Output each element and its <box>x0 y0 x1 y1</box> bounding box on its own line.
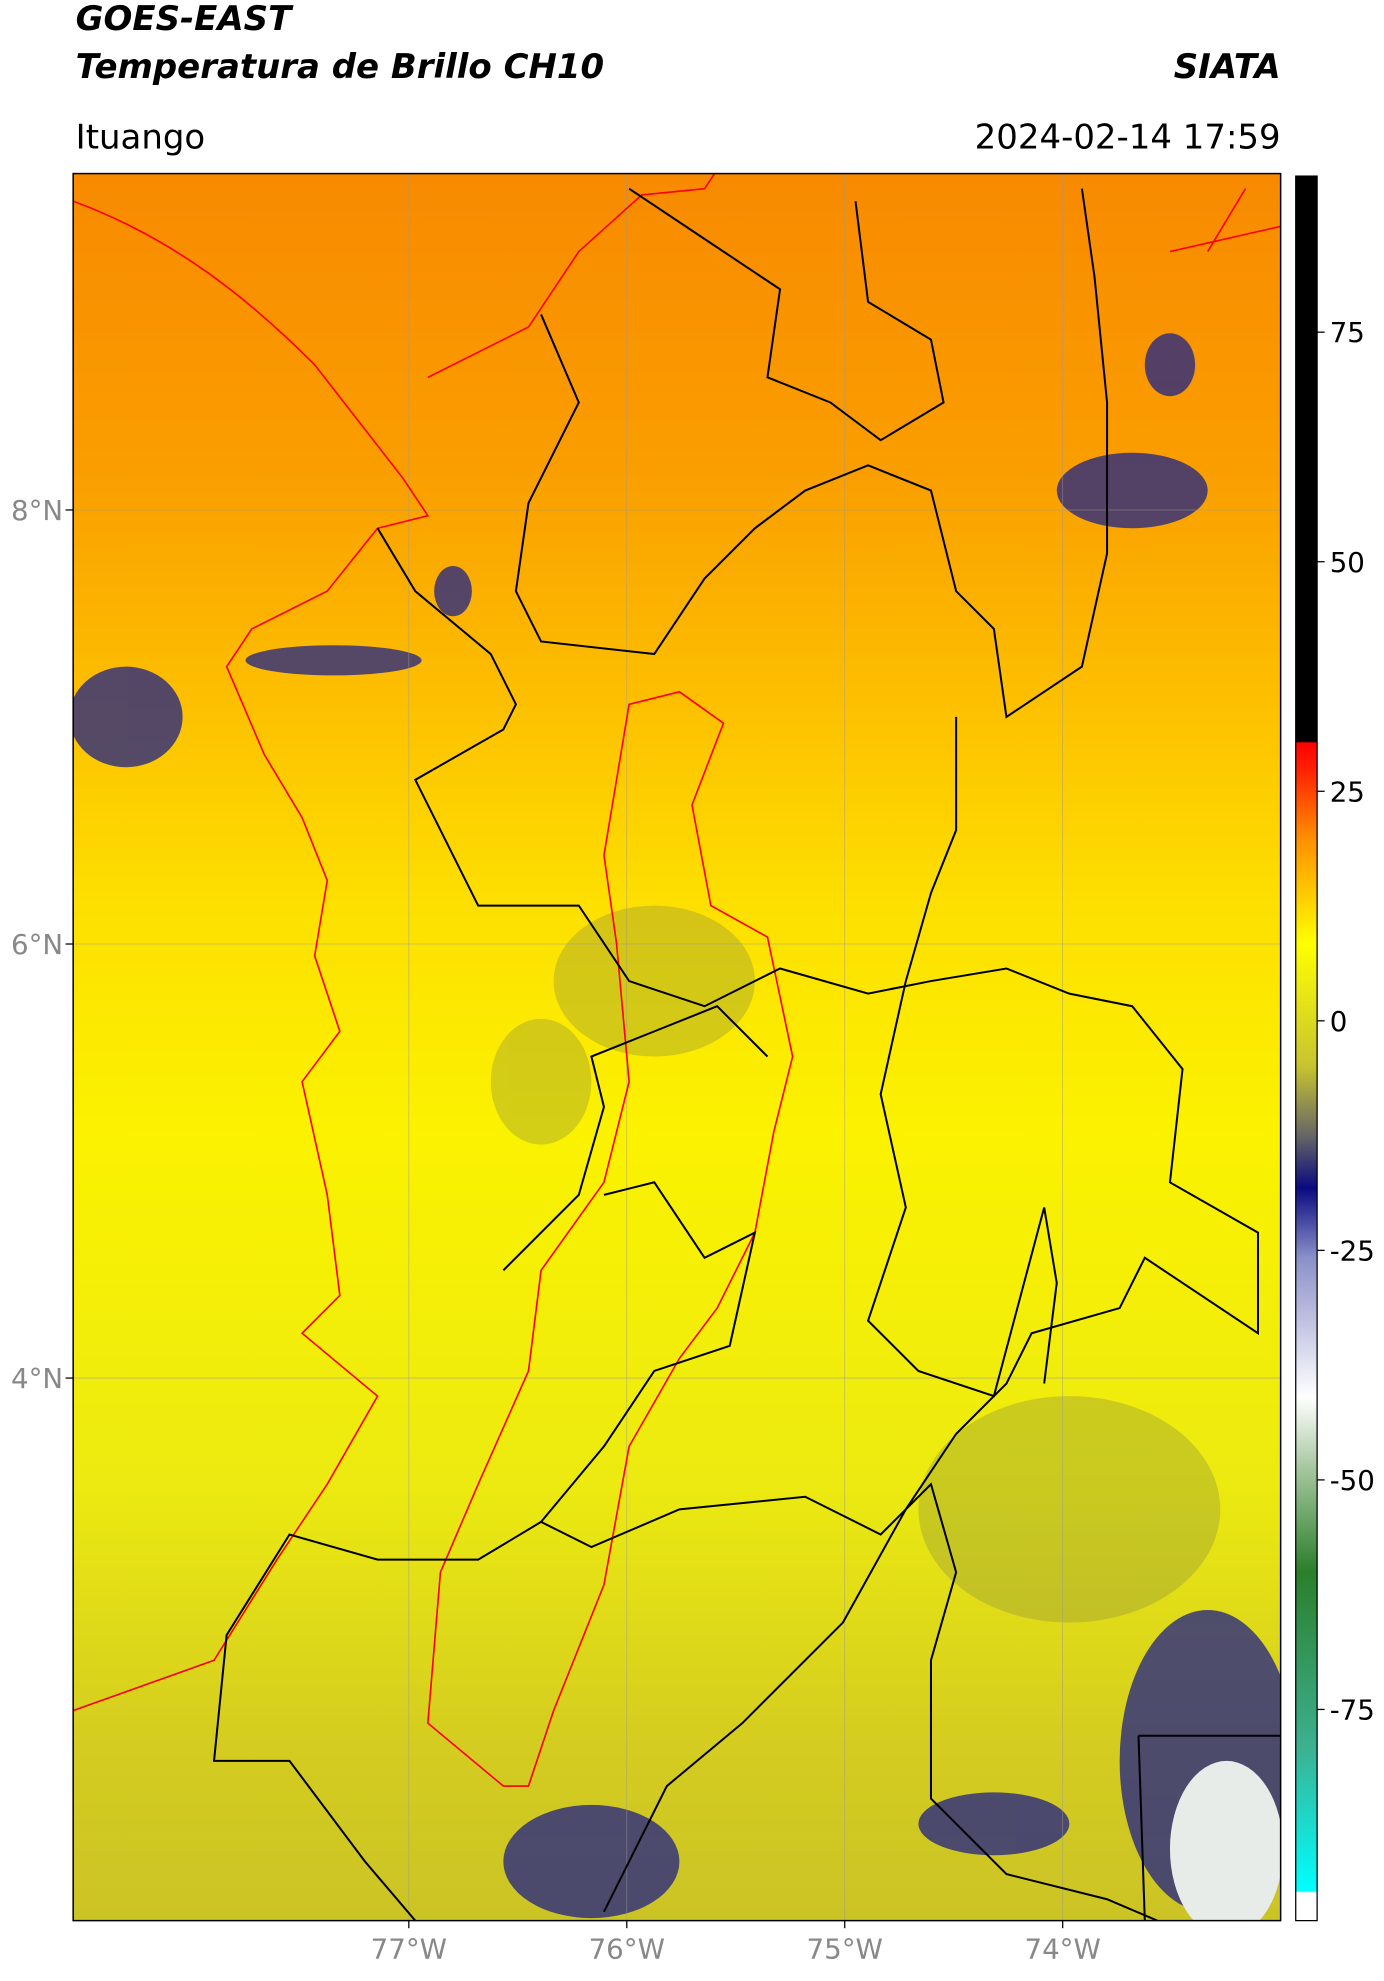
title: GOES-EAST <box>76 0 294 39</box>
very-cold-core <box>1169 1760 1281 1921</box>
x-tick-label: 76°W <box>589 1932 665 1965</box>
map-area <box>73 173 1281 1921</box>
datetime: 2024-02-14 17:59 <box>975 117 1281 157</box>
location: Ituango <box>76 117 206 157</box>
colorbar-tick-label: -25 <box>1330 1234 1375 1267</box>
axes: 77°W 76°W 75°W 74°W 8°N 6°N 4°N <box>11 494 1101 1965</box>
y-tick-label: 4°N <box>11 1362 63 1395</box>
colorbar-tick-label: 50 <box>1330 546 1365 579</box>
y-tick-label: 8°N <box>11 494 63 527</box>
source: SIATA <box>1174 47 1281 87</box>
x-tick-label: 77°W <box>371 1932 447 1965</box>
map-frame <box>72 172 1282 1922</box>
colorbar-tick-label: 75 <box>1330 316 1365 349</box>
colorbar-axis: 75 50 25 0 -25 -50 -75 <box>1317 316 1375 1727</box>
y-tick-label: 6°N <box>11 928 63 961</box>
colorbar-tick-label: 0 <box>1330 1005 1348 1038</box>
colorbar-tick-label: -50 <box>1330 1464 1375 1497</box>
colorbar-tick-label: 25 <box>1330 775 1365 808</box>
x-tick-label: 75°W <box>807 1932 883 1965</box>
x-tick-label: 74°W <box>1024 1932 1100 1965</box>
subtitle: Temperatura de Brillo CH10 <box>76 47 604 87</box>
colorbar <box>1295 175 1318 1922</box>
cold-clouds <box>73 333 1281 1919</box>
grid <box>73 173 1281 1921</box>
colorbar-tick-label: -75 <box>1330 1694 1375 1727</box>
